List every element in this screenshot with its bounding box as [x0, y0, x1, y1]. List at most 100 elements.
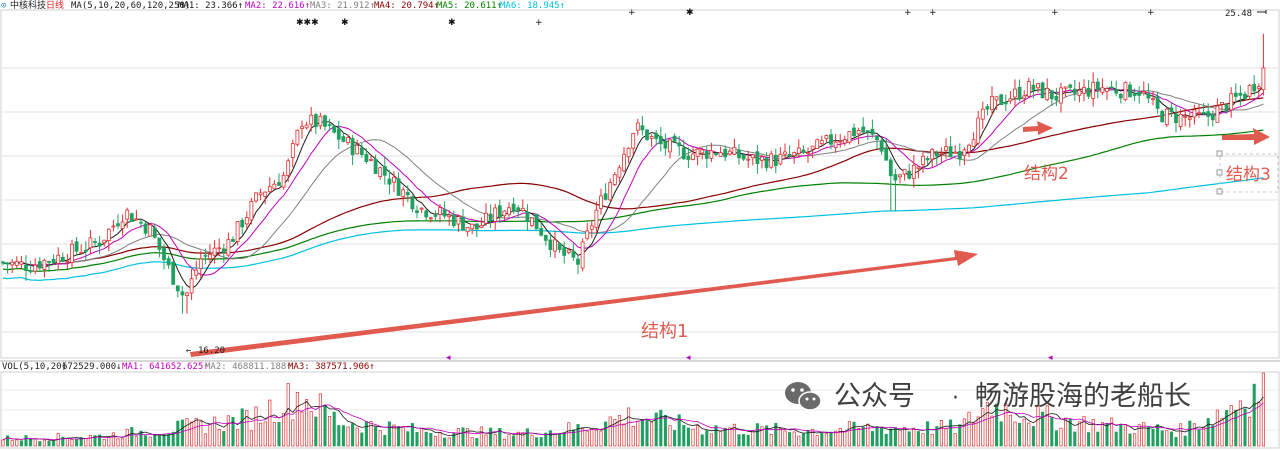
- candle-body[interactable]: [571, 251, 576, 258]
- volume-bar[interactable]: [277, 422, 281, 447]
- volume-bar[interactable]: [926, 421, 930, 447]
- candle-body[interactable]: [612, 174, 617, 185]
- candle-body[interactable]: [1229, 93, 1234, 111]
- candle-body[interactable]: [695, 148, 700, 157]
- candle-body[interactable]: [42, 259, 47, 270]
- candle-body[interactable]: [1155, 96, 1160, 109]
- volume-bar[interactable]: [916, 431, 920, 447]
- volume-bar[interactable]: [19, 440, 23, 447]
- candle-body[interactable]: [33, 264, 38, 272]
- volume-bar[interactable]: [999, 421, 1003, 447]
- candle-body[interactable]: [1210, 113, 1215, 121]
- candle-body[interactable]: [474, 223, 479, 230]
- volume-bar[interactable]: [355, 427, 359, 447]
- volume-bar[interactable]: [640, 419, 644, 447]
- candle-body[interactable]: [727, 150, 732, 155]
- candle-body[interactable]: [520, 207, 525, 212]
- volume-bar[interactable]: [742, 434, 746, 447]
- volume-bar[interactable]: [378, 430, 382, 447]
- volume-bar[interactable]: [190, 421, 194, 447]
- volume-bar[interactable]: [737, 434, 741, 447]
- volume-bar[interactable]: [75, 438, 79, 447]
- candle-body[interactable]: [488, 213, 493, 222]
- volume-bar[interactable]: [1100, 422, 1104, 447]
- volume-bar[interactable]: [180, 419, 184, 447]
- volume-bar[interactable]: [346, 426, 350, 447]
- candle-body[interactable]: [428, 217, 433, 220]
- volume-bar[interactable]: [824, 433, 828, 447]
- candle-body[interactable]: [47, 261, 51, 263]
- volume-bar[interactable]: [222, 431, 226, 447]
- volume-bar[interactable]: [1082, 415, 1086, 447]
- volume-bar[interactable]: [847, 421, 851, 447]
- volume-bar[interactable]: [516, 431, 520, 447]
- volume-bar[interactable]: [581, 428, 585, 447]
- candle-body[interactable]: [1174, 113, 1178, 124]
- volume-bar[interactable]: [617, 415, 621, 447]
- volume-bar[interactable]: [1248, 416, 1252, 447]
- candle-body[interactable]: [139, 221, 143, 224]
- candle-body[interactable]: [401, 189, 406, 197]
- volume-bar[interactable]: [1179, 423, 1183, 447]
- candle-body[interactable]: [309, 114, 314, 125]
- volume-bar[interactable]: [1064, 417, 1068, 447]
- volume-bar[interactable]: [962, 418, 966, 447]
- candle-body[interactable]: [1233, 92, 1238, 97]
- candle-body[interactable]: [884, 147, 889, 161]
- candle-body[interactable]: [1169, 107, 1174, 112]
- volume-bar[interactable]: [1041, 411, 1045, 447]
- candle-body[interactable]: [847, 131, 852, 143]
- candle-body[interactable]: [566, 249, 571, 253]
- volume-bar[interactable]: [746, 434, 750, 447]
- volume-bar[interactable]: [93, 435, 97, 447]
- candle-body[interactable]: [1224, 104, 1229, 112]
- volume-bar[interactable]: [259, 422, 263, 447]
- volume-parameters[interactable]: VOL(5,10,20): [2, 362, 67, 372]
- volume-bar[interactable]: [663, 414, 667, 447]
- volume-bar[interactable]: [203, 433, 207, 447]
- candle-body[interactable]: [5, 262, 10, 265]
- candle-body[interactable]: [1017, 86, 1022, 100]
- candle-body[interactable]: [1183, 115, 1188, 118]
- volume-bar[interactable]: [866, 423, 870, 447]
- volume-bar[interactable]: [585, 430, 589, 447]
- candle-body[interactable]: [792, 152, 797, 156]
- candle-body[interactable]: [704, 150, 709, 159]
- candle-body[interactable]: [691, 153, 695, 160]
- candle-body[interactable]: [189, 278, 194, 294]
- volume-bar[interactable]: [930, 433, 934, 447]
- candle-body[interactable]: [801, 149, 806, 153]
- candle-body[interactable]: [157, 237, 162, 250]
- candle-body[interactable]: [1261, 67, 1266, 90]
- candle-body[interactable]: [323, 115, 327, 127]
- candle-body[interactable]: [1077, 89, 1082, 96]
- volume-bar[interactable]: [470, 437, 474, 447]
- candle-body[interactable]: [258, 192, 263, 196]
- candle-body[interactable]: [1247, 84, 1252, 97]
- volume-bar[interactable]: [424, 431, 428, 447]
- candle-body[interactable]: [134, 218, 139, 221]
- volume-bar[interactable]: [245, 410, 249, 447]
- candle-body[interactable]: [718, 152, 723, 157]
- volume-bar[interactable]: [599, 430, 603, 447]
- candle-body[interactable]: [677, 142, 682, 147]
- volume-bar[interactable]: [792, 431, 796, 447]
- candle-body[interactable]: [1091, 81, 1096, 99]
- volume-bar[interactable]: [1165, 430, 1169, 447]
- volume-bar[interactable]: [608, 416, 612, 447]
- volume-bar[interactable]: [1261, 372, 1265, 447]
- candle-body[interactable]: [336, 128, 341, 140]
- volume-bar[interactable]: [1077, 421, 1081, 447]
- volume-bar[interactable]: [548, 430, 552, 447]
- candle-body[interactable]: [346, 137, 350, 144]
- resize-handle[interactable]: [1216, 169, 1223, 176]
- volume-bar[interactable]: [696, 425, 700, 447]
- candle-body[interactable]: [51, 258, 56, 264]
- candle-body[interactable]: [364, 153, 369, 162]
- candle-body[interactable]: [1141, 91, 1146, 94]
- volume-bar[interactable]: [162, 434, 166, 447]
- candle-body[interactable]: [1022, 95, 1027, 99]
- candle-body[interactable]: [171, 261, 176, 285]
- candle-body[interactable]: [948, 146, 953, 157]
- volume-bar[interactable]: [1133, 433, 1137, 447]
